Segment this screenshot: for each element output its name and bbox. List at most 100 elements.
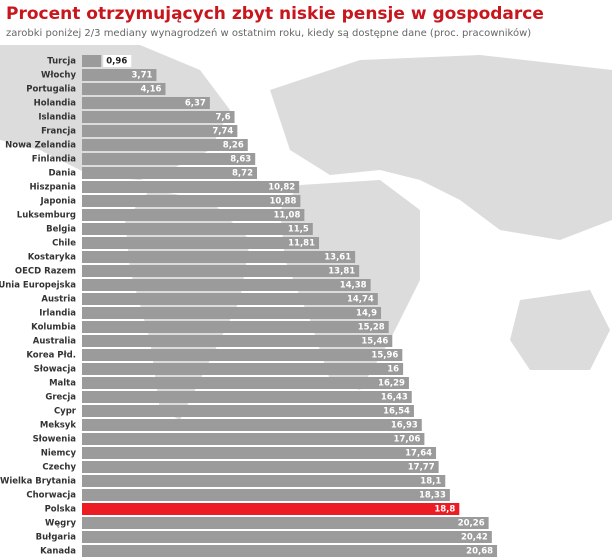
bar bbox=[82, 279, 371, 291]
category-label: OECD Razem bbox=[15, 267, 76, 277]
category-label: Słowacja bbox=[34, 365, 77, 375]
category-label: Turcja bbox=[47, 57, 76, 67]
category-label: Malta bbox=[49, 379, 76, 389]
bar bbox=[82, 55, 102, 67]
bar bbox=[82, 83, 166, 95]
category-label: Finlandia bbox=[32, 155, 76, 165]
bar bbox=[82, 181, 300, 193]
bar bbox=[82, 153, 256, 165]
category-label: Włochy bbox=[41, 71, 76, 81]
bar bbox=[82, 209, 305, 221]
category-label: Chorwacja bbox=[26, 491, 76, 501]
bar bbox=[82, 335, 393, 347]
value-label: 16,29 bbox=[378, 379, 405, 389]
category-label: Unia Europejska bbox=[0, 281, 76, 291]
value-label: 20,42 bbox=[461, 533, 488, 543]
category-label: Czechy bbox=[42, 463, 76, 473]
value-label: 6,37 bbox=[185, 99, 206, 109]
value-label: 8,72 bbox=[232, 169, 253, 179]
value-label: 10,82 bbox=[268, 183, 295, 193]
value-label: 17,77 bbox=[408, 463, 435, 473]
bar bbox=[82, 293, 378, 305]
bar bbox=[82, 125, 238, 137]
bar bbox=[82, 545, 498, 557]
category-label: Luksemburg bbox=[17, 211, 76, 221]
category-label: Chile bbox=[52, 239, 76, 249]
bar bbox=[82, 433, 425, 445]
value-label: 14,38 bbox=[340, 281, 367, 291]
category-label: Niemcy bbox=[41, 449, 77, 459]
value-label: 11,81 bbox=[288, 239, 315, 249]
bar bbox=[82, 377, 409, 389]
category-label: Holandia bbox=[34, 99, 77, 109]
value-label: 16,43 bbox=[381, 393, 408, 403]
label-box bbox=[103, 55, 132, 67]
bar bbox=[82, 489, 450, 501]
bar bbox=[82, 69, 157, 81]
bar bbox=[82, 405, 414, 417]
bar bbox=[82, 475, 446, 487]
value-label: 15,46 bbox=[361, 337, 388, 347]
bar bbox=[82, 167, 258, 179]
category-label: Słowenia bbox=[33, 435, 77, 445]
bar bbox=[82, 363, 404, 375]
value-label: 16,93 bbox=[391, 421, 418, 431]
value-label: 11,08 bbox=[273, 211, 300, 221]
value-label: 0,96 bbox=[106, 57, 127, 67]
bar bbox=[82, 195, 301, 207]
value-label: 17,06 bbox=[394, 435, 421, 445]
category-label: Cypr bbox=[54, 407, 77, 417]
bar bbox=[82, 503, 460, 515]
bar bbox=[82, 265, 360, 277]
value-label: 8,63 bbox=[230, 155, 251, 165]
bar bbox=[82, 447, 437, 459]
value-label: 8,26 bbox=[223, 141, 244, 151]
category-label: Wielka Brytania bbox=[0, 477, 76, 487]
category-label: Irlandia bbox=[39, 309, 76, 319]
value-label: 14,9 bbox=[356, 309, 377, 319]
value-label: 7,74 bbox=[212, 127, 233, 137]
bar bbox=[82, 111, 235, 123]
value-label: 20,26 bbox=[458, 519, 485, 529]
value-label: 10,88 bbox=[269, 197, 296, 207]
bar bbox=[82, 419, 422, 431]
category-label: Grecja bbox=[45, 393, 76, 403]
value-label: 13,81 bbox=[328, 267, 355, 277]
category-label: Bułgaria bbox=[36, 533, 77, 543]
value-label: 15,96 bbox=[371, 351, 398, 361]
category-label: Kolumbia bbox=[31, 323, 76, 333]
value-label: 20,68 bbox=[466, 547, 493, 557]
category-label: Austria bbox=[41, 295, 76, 305]
category-label: Polska bbox=[45, 505, 77, 515]
value-label: 4,16 bbox=[141, 85, 162, 95]
value-label: 13,61 bbox=[324, 253, 351, 263]
category-label: Belgia bbox=[46, 225, 76, 235]
category-label: Meksyk bbox=[40, 421, 76, 431]
category-label: Dania bbox=[49, 169, 77, 179]
value-label: 16 bbox=[387, 365, 399, 375]
value-label: 11,5 bbox=[288, 225, 309, 235]
bar bbox=[82, 139, 248, 151]
bar bbox=[82, 237, 320, 249]
value-label: 16,54 bbox=[383, 407, 410, 417]
value-label: 17,64 bbox=[405, 449, 432, 459]
bar bbox=[82, 321, 389, 333]
category-label: Japonia bbox=[39, 197, 76, 207]
chart-subtitle: zarobki poniżej 2/3 mediany wynagrodzeń … bbox=[6, 27, 531, 39]
value-label: 15,28 bbox=[358, 323, 385, 333]
bar bbox=[82, 349, 403, 361]
category-label: Portugalia bbox=[26, 85, 76, 95]
value-label: 18,33 bbox=[419, 491, 446, 501]
category-label: Kostaryka bbox=[28, 253, 77, 263]
category-label: Francja bbox=[41, 127, 76, 137]
bar bbox=[82, 517, 489, 529]
value-label: 3,71 bbox=[131, 71, 152, 81]
chart-title: Procent otrzymujących zbyt niskie pensje… bbox=[6, 4, 544, 24]
bar bbox=[82, 223, 313, 235]
category-label: Węgry bbox=[45, 519, 76, 529]
bar bbox=[82, 531, 492, 543]
category-label: Korea Płd. bbox=[26, 351, 76, 361]
bar bbox=[82, 97, 210, 109]
